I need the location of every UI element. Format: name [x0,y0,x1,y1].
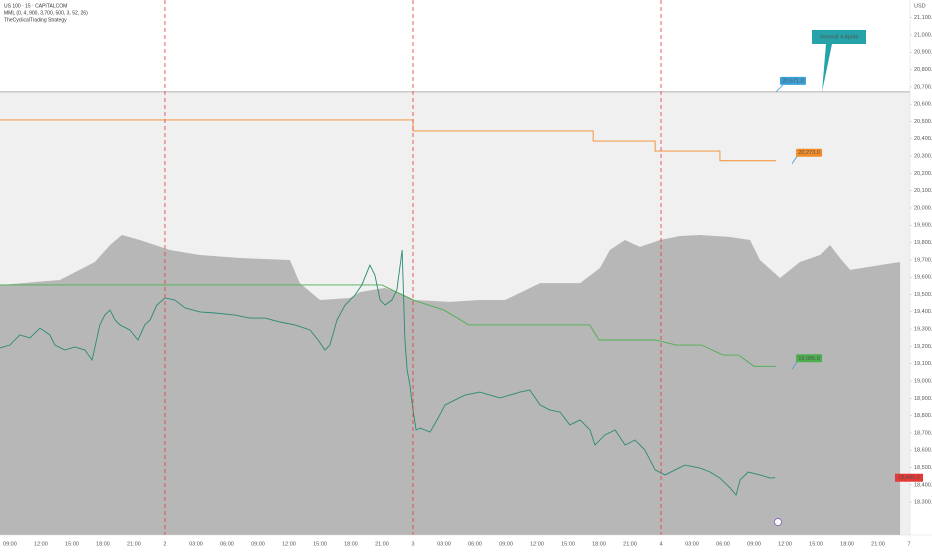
level-pointer [775,84,784,93]
event-icon[interactable] [774,518,782,526]
x-tick-label: 03:00 [685,541,699,547]
currency: USD [914,3,926,9]
y-tick-label: 20,300.0 [914,154,932,160]
level-box [780,76,806,85]
y-tick-label: 21,100.0 [914,15,932,21]
x-tick-label: 06:00 [716,541,730,547]
x-tick-label: 18:00 [344,541,358,547]
level-label: 20,671.0 [782,78,803,84]
price-label: 18,441.0 [898,475,919,481]
x-tick-label: 03:00 [189,541,203,547]
plot-area: 20,273.0 19,085.0 20,671.0 Venerdì 4 Aprile [0,0,910,535]
y-tick-label: 19,800.0 [914,240,932,246]
x-tick-label: 09:00 [3,541,17,547]
series-line [0,249,776,496]
y-tick-label: 19,200.0 [914,344,932,350]
x-tick-label: 21:00 [375,541,389,547]
x-tick-label: 18:00 [96,541,110,547]
end-label-box [796,354,823,363]
y-tick-label: 19,100.0 [914,361,932,367]
x-tick-label: 15:00 [561,541,575,547]
callout [812,30,866,92]
x-tick-label: 15:00 [65,541,79,547]
x-tick-label: 09:00 [251,541,265,547]
x-tick-label: 12:00 [282,541,296,547]
y-tick-label: 20,000.0 [914,205,932,211]
y-tick-label: 21,000.0 [914,32,932,38]
x-tick-label: 06:00 [220,541,234,547]
x-tick-label: 12:00 [530,541,544,547]
chart-title: US 100 · 15 · CAPITALCOM [4,3,67,9]
y-tick-label: 20,700.0 [914,84,932,90]
x-tick-label: 7 [908,541,911,547]
y-tick-label: 18,500.0 [914,465,932,471]
y-tick-label: 20,200.0 [914,171,932,177]
x-tick-label: 21:00 [871,541,885,547]
y-tick-label: 19,600.0 [914,275,932,281]
y-tick-label: 20,400.0 [914,136,932,142]
x-tick-label: 21:00 [623,541,637,547]
y-tick-label: 20,900.0 [914,50,932,56]
cloud-area [0,234,901,535]
x-tick-label: 09:00 [499,541,513,547]
y-tick-label: 19,700.0 [914,257,932,263]
series-line [0,284,777,367]
indicator: MML (0, 4, 900, 3,700, 500, 3, 52, 26) [4,10,88,16]
strategy: TheCyclicalTrading Strategy [4,17,67,23]
x-tick-label: 15:00 [809,541,823,547]
x-tick-label: 18:00 [840,541,854,547]
x-tick-label: 18:00 [592,541,606,547]
y-tick-label: 18,300.0 [914,500,932,506]
price-box [895,473,923,482]
series-line [0,119,777,162]
y-tick-label: 18,600.0 [914,448,932,454]
x-tick-label: 12:00 [34,541,48,547]
x-tick-label: 15:00 [313,541,327,547]
x-tick-label: 03:00 [437,541,451,547]
y-tick-label: 20,100.0 [914,188,932,194]
y-tick-label: 19,400.0 [914,309,932,315]
end-label-box [796,148,823,157]
y-tick-label: 19,900.0 [914,223,932,229]
y-tick-label: 18,800.0 [914,413,932,419]
x-tick-label: 09:00 [747,541,761,547]
y-tick-label: 19,500.0 [914,292,932,298]
y-tick-label: 18,400.0 [914,482,932,488]
y-tick-label: 20,500.0 [914,119,932,125]
y-tick-label: 18,900.0 [914,396,932,402]
end-label: 20,273.0 [798,150,819,156]
x-tick-label: 2 [163,541,166,547]
y-tick-label: 20,600.0 [914,102,932,108]
x-tick-label: 12:00 [778,541,792,547]
y-tick-label: 19,300.0 [914,327,932,333]
x-tick-label: 21:00 [127,541,141,547]
y-tick-label: 20,800.0 [914,67,932,73]
x-tick-label: 4 [659,541,662,547]
callout-text: Venerdì 4 Aprile [820,34,859,40]
y-tick-label: 19,000.0 [914,378,932,384]
end-label: 19,085.0 [798,356,819,362]
x-tick-label: 3 [411,541,414,547]
y-tick-label: 18,700.0 [914,430,932,436]
x-tick-label: 06:00 [468,541,482,547]
